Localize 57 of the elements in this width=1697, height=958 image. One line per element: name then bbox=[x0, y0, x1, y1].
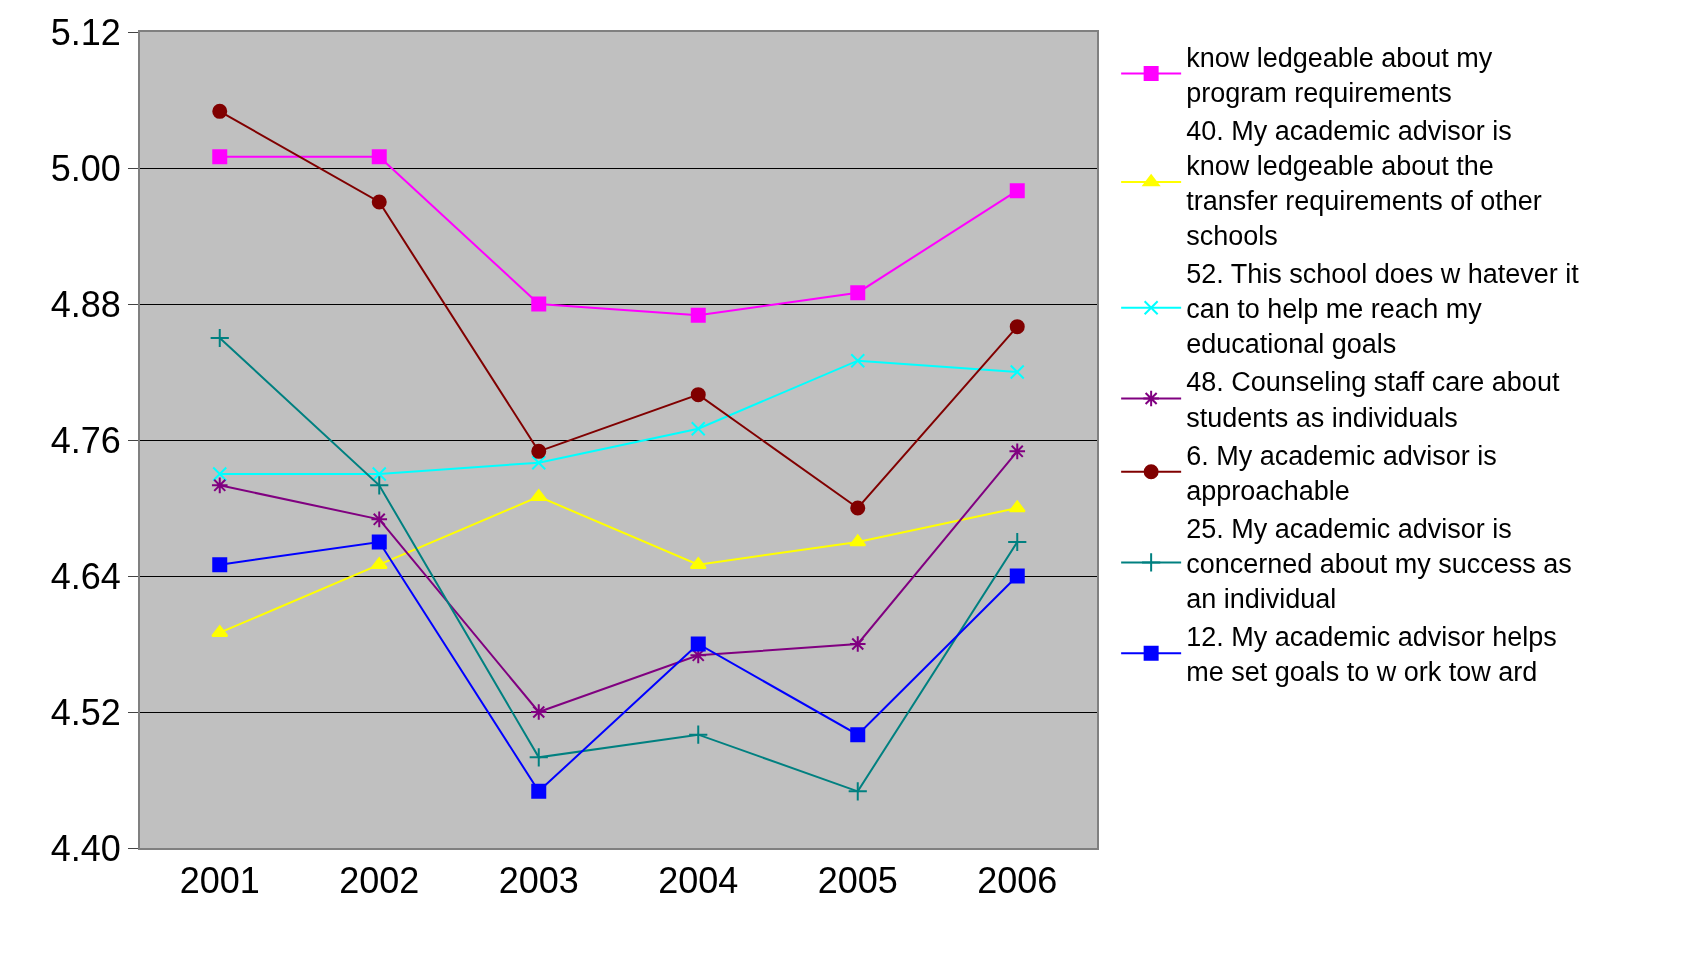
point bbox=[529, 703, 548, 721]
x-tick-label: 2003 bbox=[498, 860, 579, 902]
point bbox=[369, 475, 390, 496]
point bbox=[690, 387, 706, 403]
point bbox=[212, 557, 228, 573]
y-tick-label: 5.12 bbox=[50, 11, 121, 53]
point bbox=[1008, 442, 1027, 461]
x-tick-label: 2002 bbox=[339, 860, 420, 902]
point bbox=[212, 149, 228, 165]
point bbox=[371, 149, 387, 165]
x-tick-label: 2001 bbox=[179, 860, 260, 902]
y-tick-label: 4.76 bbox=[50, 419, 121, 461]
x-tick-label: 2006 bbox=[977, 860, 1058, 902]
point bbox=[212, 466, 228, 482]
point bbox=[1009, 364, 1025, 380]
point bbox=[848, 635, 867, 653]
y-tick-label: 4.52 bbox=[50, 691, 121, 733]
legend-label: 25. My academic advisor is concerned about my success as an individual bbox=[1186, 513, 1572, 615]
point bbox=[690, 636, 706, 652]
point bbox=[850, 727, 866, 743]
point bbox=[1009, 183, 1025, 199]
point bbox=[371, 194, 387, 210]
legend-label: 12. My academic advisor helps me set goals to w ork tow ard bbox=[1186, 622, 1557, 688]
legend-label: 52. This school does w hatever it can to help me reach my educational goals bbox=[1186, 259, 1580, 360]
point bbox=[690, 421, 706, 437]
point bbox=[850, 353, 866, 369]
point bbox=[531, 455, 547, 471]
point bbox=[531, 443, 547, 459]
legend-label: 6. My academic advisor is approachable bbox=[1186, 440, 1497, 506]
point bbox=[1008, 500, 1026, 513]
point bbox=[531, 783, 547, 799]
legend-label: 40. My academic advisor is know ledgeable about the transfer requirements of other schools bbox=[1186, 115, 1542, 252]
point bbox=[1009, 319, 1025, 335]
y-tick-label: 5.00 bbox=[50, 147, 121, 189]
point bbox=[688, 724, 709, 745]
y-tick-label: 4.40 bbox=[50, 827, 121, 869]
point bbox=[371, 534, 387, 550]
point bbox=[847, 781, 868, 802]
x-tick-label: 2004 bbox=[658, 860, 739, 902]
point bbox=[690, 307, 706, 323]
legend-label: know ledgeable about my program requirements bbox=[1186, 42, 1493, 108]
point bbox=[849, 534, 867, 547]
point bbox=[1007, 531, 1028, 553]
point bbox=[1009, 568, 1025, 584]
y-tick-label: 4.64 bbox=[50, 555, 121, 597]
point bbox=[371, 466, 387, 482]
legend-label: 48. Counseling staff care about students as individuals bbox=[1186, 367, 1560, 433]
point bbox=[212, 103, 228, 119]
point bbox=[850, 500, 866, 516]
point bbox=[531, 296, 547, 312]
point bbox=[528, 747, 549, 768]
point bbox=[850, 285, 866, 301]
point bbox=[370, 510, 389, 529]
x-tick-label: 2005 bbox=[817, 860, 898, 902]
point bbox=[209, 327, 230, 349]
y-tick-label: 4.88 bbox=[50, 283, 121, 325]
point bbox=[210, 476, 229, 495]
